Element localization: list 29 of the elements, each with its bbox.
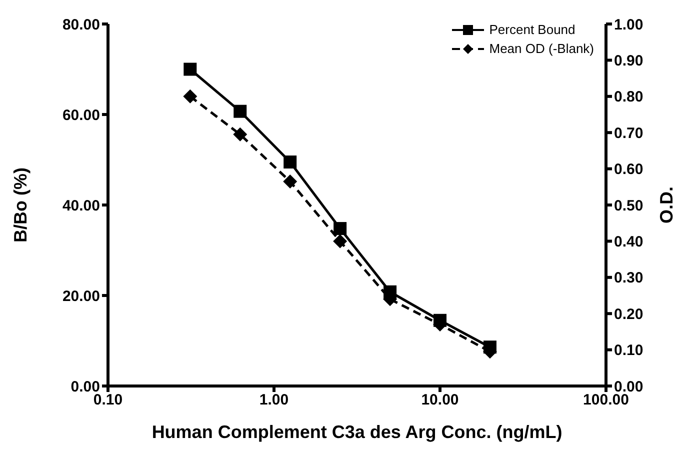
x-tick-label: 1.00 (259, 392, 289, 409)
y2-tick-label: 0.80 (614, 88, 644, 106)
legend-label: Mean OD (-Blank) (489, 41, 594, 56)
point (184, 62, 197, 76)
legend-label: Percent Bound (489, 22, 576, 37)
y-tick-label: 80.00 (62, 16, 100, 34)
point (183, 89, 198, 104)
x-tick-label: 10.00 (421, 392, 459, 409)
point (334, 222, 347, 236)
y-tick-label: 20.00 (62, 288, 100, 305)
y-tick-label: 40.00 (62, 197, 100, 214)
point (233, 127, 248, 142)
point (283, 174, 298, 188)
y2-tick-label: 0.60 (614, 161, 644, 178)
y2-tick-label: 1.00 (614, 16, 644, 34)
y2-tick-label: 0.70 (614, 124, 644, 142)
point (284, 156, 297, 169)
y-tick-label: 60.00 (62, 106, 100, 124)
y2-axis-title: O.D. (656, 186, 676, 224)
y2-tick-label: 0.30 (614, 270, 644, 287)
y2-tick-label: 0.20 (614, 306, 644, 323)
y2-tick-label: 0.10 (614, 342, 644, 360)
x-axis-title: Human Complement C3a des Arg Conc. (ng/mL) (152, 422, 562, 442)
point (333, 234, 348, 248)
y2-tick-label: 0.90 (614, 52, 644, 70)
y2-tick-label: 0.50 (614, 197, 644, 214)
y-axis-title: B/Bo (%) (10, 168, 30, 242)
point (234, 104, 247, 118)
y2-tick-label: 0.40 (614, 234, 644, 251)
